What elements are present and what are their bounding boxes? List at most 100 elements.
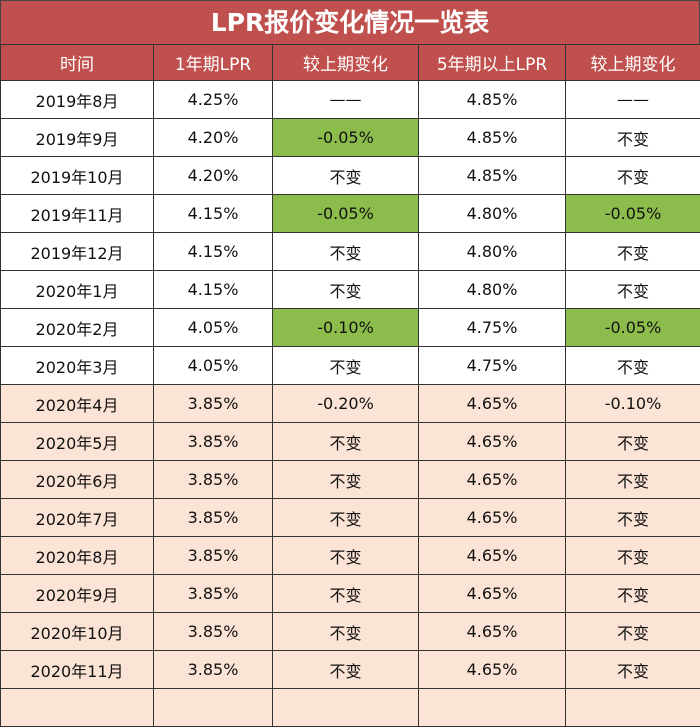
table-cell: 4.65% — [419, 651, 566, 689]
table-cell: 不变 — [566, 119, 700, 157]
table-cell: 不变 — [273, 499, 419, 537]
table-cell: 不变 — [273, 461, 419, 499]
table-cell: 2019年11月 — [1, 195, 154, 233]
table-cell: 4.65% — [419, 385, 566, 423]
table-cell: —— — [566, 81, 700, 119]
table-cell: 不变 — [273, 651, 419, 689]
table-cell: 2020年2月 — [1, 309, 154, 347]
table-cell: 不变 — [566, 575, 700, 613]
table-cell: 2020年4月 — [1, 385, 154, 423]
table-cell: 4.65% — [419, 499, 566, 537]
table-cell: 2019年9月 — [1, 119, 154, 157]
table-cell: 2020年3月 — [1, 347, 154, 385]
table-cell: 4.75% — [419, 347, 566, 385]
table-cell: 4.80% — [419, 195, 566, 233]
table-cell: -0.05% — [273, 119, 419, 157]
table-cell: 不变 — [273, 423, 419, 461]
table-cell: 4.65% — [419, 575, 566, 613]
table-cell: 不变 — [566, 461, 700, 499]
table-cell — [566, 689, 700, 727]
table-cell: 不变 — [273, 271, 419, 309]
table-cell: 2019年12月 — [1, 233, 154, 271]
table-cell: 2020年5月 — [1, 423, 154, 461]
table-cell — [273, 689, 419, 727]
column-header: 较上期变化 — [273, 45, 419, 81]
table-cell: 4.25% — [154, 81, 273, 119]
table-cell: 2020年8月 — [1, 537, 154, 575]
table-cell: 2019年10月 — [1, 157, 154, 195]
table-cell: -0.10% — [566, 385, 700, 423]
column-header: 5年期以上LPR — [419, 45, 566, 81]
table-cell: 4.15% — [154, 195, 273, 233]
table-cell: 4.05% — [154, 309, 273, 347]
table-cell: 4.75% — [419, 309, 566, 347]
table-cell: 4.20% — [154, 119, 273, 157]
table-cell: 4.65% — [419, 461, 566, 499]
table-cell: 4.80% — [419, 271, 566, 309]
table-cell: 4.65% — [419, 613, 566, 651]
table-cell: 4.85% — [419, 81, 566, 119]
table-cell: 3.85% — [154, 613, 273, 651]
table-cell: 2020年11月 — [1, 651, 154, 689]
table-cell: 2020年1月 — [1, 271, 154, 309]
table-cell: 不变 — [273, 575, 419, 613]
table-cell: 3.85% — [154, 651, 273, 689]
table-cell: 2020年7月 — [1, 499, 154, 537]
table-cell: 不变 — [273, 233, 419, 271]
table-cell: 4.80% — [419, 233, 566, 271]
table-cell: 不变 — [273, 613, 419, 651]
table-cell: 2020年6月 — [1, 461, 154, 499]
table-cell: 4.05% — [154, 347, 273, 385]
table-cell: 不变 — [566, 613, 700, 651]
table-cell: -0.05% — [273, 195, 419, 233]
table-cell: 不变 — [566, 157, 700, 195]
table-cell — [419, 689, 566, 727]
table-cell: 2020年9月 — [1, 575, 154, 613]
table-cell: 4.65% — [419, 423, 566, 461]
table-cell: 不变 — [566, 271, 700, 309]
table-row-partial — [1, 689, 700, 727]
table-cell: —— — [273, 81, 419, 119]
table-cell: 不变 — [273, 347, 419, 385]
table-cell: 不变 — [566, 233, 700, 271]
table-cell: 不变 — [566, 651, 700, 689]
table-cell: 3.85% — [154, 423, 273, 461]
table-cell: 不变 — [566, 423, 700, 461]
table-cell: 3.85% — [154, 385, 273, 423]
table-cell: 4.20% — [154, 157, 273, 195]
table-cell: 不变 — [273, 157, 419, 195]
table-cell: 4.85% — [419, 157, 566, 195]
table-cell: -0.20% — [273, 385, 419, 423]
table-cell: 4.15% — [154, 271, 273, 309]
table-cell: -0.10% — [273, 309, 419, 347]
table-cell: 不变 — [566, 347, 700, 385]
table-cell — [1, 689, 154, 727]
table-cell: 3.85% — [154, 537, 273, 575]
column-header: 较上期变化 — [566, 45, 700, 81]
table-cell: 3.85% — [154, 575, 273, 613]
table-cell: 3.85% — [154, 499, 273, 537]
column-header: 时间 — [1, 45, 154, 81]
table-cell: 2019年8月 — [1, 81, 154, 119]
table-cell: -0.05% — [566, 309, 700, 347]
table-cell — [154, 689, 273, 727]
table-cell: 不变 — [566, 537, 700, 575]
table-cell: 4.85% — [419, 119, 566, 157]
